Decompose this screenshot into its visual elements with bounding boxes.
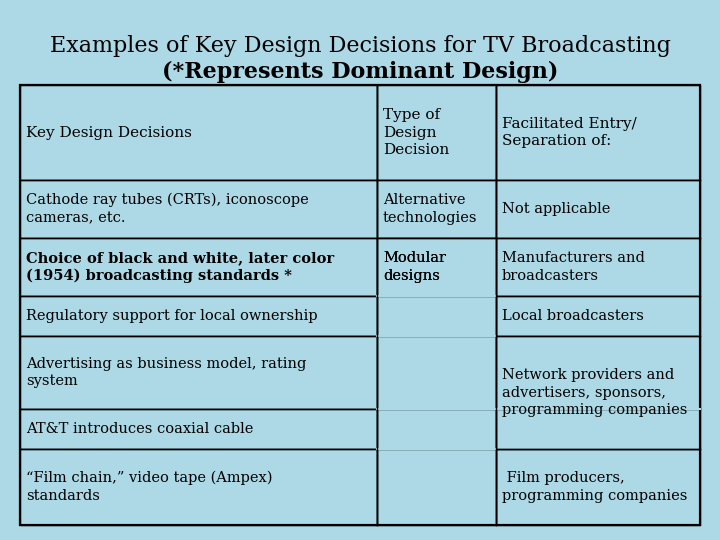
Bar bbox=[20, 85, 700, 525]
Text: Alternative
technologies: Alternative technologies bbox=[383, 193, 477, 225]
Bar bbox=[20, 85, 700, 525]
Text: Type of
Design
Decision: Type of Design Decision bbox=[383, 107, 449, 157]
Bar bbox=[377, 180, 496, 238]
Text: Network providers and
advertisers, sponsors,
programming companies: Network providers and advertisers, spons… bbox=[502, 368, 688, 417]
Text: Choice of black and white, later color
(1954) broadcasting standards *: Choice of black and white, later color (… bbox=[26, 251, 334, 283]
Bar bbox=[377, 238, 496, 296]
Text: Modular
designs: Modular designs bbox=[383, 251, 446, 283]
Bar bbox=[377, 85, 496, 180]
Bar bbox=[20, 296, 377, 336]
Text: (*Represents Dominant Design): (*Represents Dominant Design) bbox=[162, 61, 558, 83]
Bar bbox=[20, 409, 377, 449]
Text: Examples of Key Design Decisions for TV Broadcasting: Examples of Key Design Decisions for TV … bbox=[50, 35, 670, 57]
Text: Advertising as business model, rating
system: Advertising as business model, rating sy… bbox=[26, 356, 307, 388]
Bar bbox=[496, 336, 700, 449]
Bar bbox=[377, 238, 496, 525]
Bar bbox=[20, 238, 377, 296]
Text: Not applicable: Not applicable bbox=[502, 202, 611, 216]
Text: Key Design Decisions: Key Design Decisions bbox=[26, 125, 192, 139]
Bar bbox=[496, 85, 700, 180]
Bar bbox=[20, 180, 377, 238]
Bar bbox=[20, 85, 377, 180]
Text: Manufacturers and
broadcasters: Manufacturers and broadcasters bbox=[502, 251, 645, 283]
Bar bbox=[20, 336, 377, 409]
Text: “Film chain,” video tape (Ampex)
standards: “Film chain,” video tape (Ampex) standar… bbox=[26, 471, 272, 503]
Text: AT&T introduces coaxial cable: AT&T introduces coaxial cable bbox=[26, 422, 253, 436]
Text: Regulatory support for local ownership: Regulatory support for local ownership bbox=[26, 309, 318, 323]
Text: Local broadcasters: Local broadcasters bbox=[502, 309, 644, 323]
Text: Cathode ray tubes (CRTs), iconoscope
cameras, etc.: Cathode ray tubes (CRTs), iconoscope cam… bbox=[26, 193, 309, 225]
Bar bbox=[20, 85, 700, 525]
Text: Film producers,
programming companies: Film producers, programming companies bbox=[502, 471, 688, 503]
Bar bbox=[496, 180, 700, 238]
Text: Facilitated Entry/
Separation of:: Facilitated Entry/ Separation of: bbox=[502, 117, 636, 148]
Bar bbox=[20, 449, 377, 525]
Bar bbox=[496, 449, 700, 525]
Text: Modular
designs: Modular designs bbox=[383, 251, 446, 283]
Bar bbox=[496, 296, 700, 336]
Bar bbox=[496, 238, 700, 296]
